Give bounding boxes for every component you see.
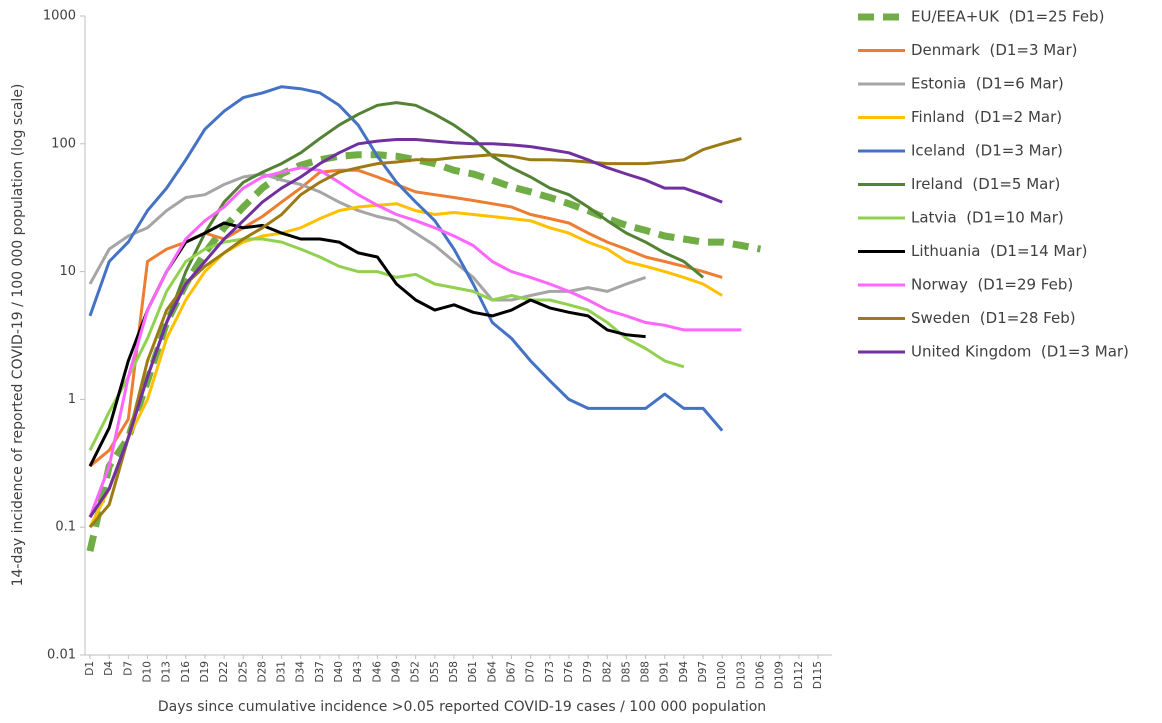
legend-label: Latvia (D1=10 Mar) (911, 209, 1064, 227)
x-tick-label: D1 (84, 661, 96, 676)
legend-label: Finland (D1=2 Mar) (911, 108, 1062, 126)
series-line (88, 237, 685, 451)
x-tick-label: D106 (755, 661, 767, 689)
x-tick-label: D115 (812, 661, 824, 689)
legend-label: Norway (D1=29 Feb) (911, 276, 1073, 294)
legend-label: Lithuania (D1=14 Mar) (911, 242, 1088, 260)
legend-label: EU/EEA+UK (D1=25 Feb) (911, 8, 1104, 26)
x-tick-label: D94 (678, 661, 690, 683)
x-tick-label: D4 (103, 661, 115, 676)
x-tick-label: D19 (199, 661, 211, 682)
y-tick-label: 0.01 (47, 648, 76, 663)
x-tick-label: D112 (793, 661, 805, 689)
legend-label: Iceland (D1=3 Mar) (911, 142, 1063, 160)
y-tick-label: 10 (59, 264, 76, 279)
legend-label: Estonia (D1=6 Mar) (911, 75, 1064, 93)
series-line (88, 137, 742, 529)
x-tick-label: D40 (333, 661, 345, 682)
y-tick-label: 0.1 (55, 520, 76, 535)
x-tick-label: D28 (256, 661, 268, 682)
x-tick-label: D82 (601, 661, 613, 682)
y-tick-label: 1 (68, 392, 76, 407)
x-tick-label: D67 (505, 661, 517, 682)
x-tick-label: D58 (448, 661, 460, 682)
series-line (88, 202, 723, 528)
x-tick-label: D88 (640, 661, 652, 682)
y-axis-title: 14-day incidence of reported COVID-19 / … (10, 84, 26, 587)
x-tick-label: D46 (371, 661, 383, 683)
x-tick-label: D103 (735, 661, 747, 689)
series-line (88, 138, 723, 518)
y-tick-label: 100 (51, 136, 76, 151)
x-tick-label: D55 (429, 661, 441, 682)
x-tick-label: D25 (237, 661, 249, 682)
x-tick-label: D76 (563, 661, 575, 683)
x-tick-label: D52 (410, 661, 422, 682)
x-tick-label: D100 (716, 661, 728, 689)
x-tick-label: D91 (659, 661, 671, 682)
x-tick-label: D109 (774, 661, 786, 689)
x-tick-label: D85 (620, 661, 632, 682)
legend-label: Sweden (D1=28 Feb) (911, 309, 1076, 327)
x-tick-label: D13 (161, 661, 173, 682)
x-tick-label: D43 (352, 661, 364, 682)
x-tick-label: D61 (467, 661, 479, 682)
x-tick-label: D70 (525, 661, 537, 682)
series-line (86, 151, 762, 552)
legend-label: United Kingdom (D1=3 Mar) (911, 343, 1129, 361)
series-line (88, 85, 724, 432)
x-tick-label: D16 (180, 661, 192, 683)
series-line (88, 166, 742, 518)
series-line (88, 172, 647, 302)
x-tick-label: D7 (122, 661, 134, 676)
x-tick-label: D22 (218, 661, 230, 682)
x-tick-label: D49 (391, 661, 403, 682)
x-tick-label: D64 (486, 661, 498, 683)
x-axis-title: Days since cumulative incidence >0.05 re… (158, 699, 766, 715)
x-tick-label: D73 (544, 661, 556, 682)
x-tick-label: D79 (582, 661, 594, 682)
legend-label: Denmark (D1=3 Mar) (911, 41, 1077, 59)
x-tick-label: D97 (697, 661, 709, 682)
legend-label: Ireland (D1=5 Mar) (911, 175, 1060, 193)
x-tick-label: D37 (314, 661, 326, 682)
x-tick-label: D10 (141, 661, 153, 682)
x-tick-label: D31 (276, 661, 288, 682)
series-line (89, 168, 723, 468)
y-tick-label: 1000 (43, 9, 76, 24)
x-tick-label: D34 (295, 661, 307, 683)
